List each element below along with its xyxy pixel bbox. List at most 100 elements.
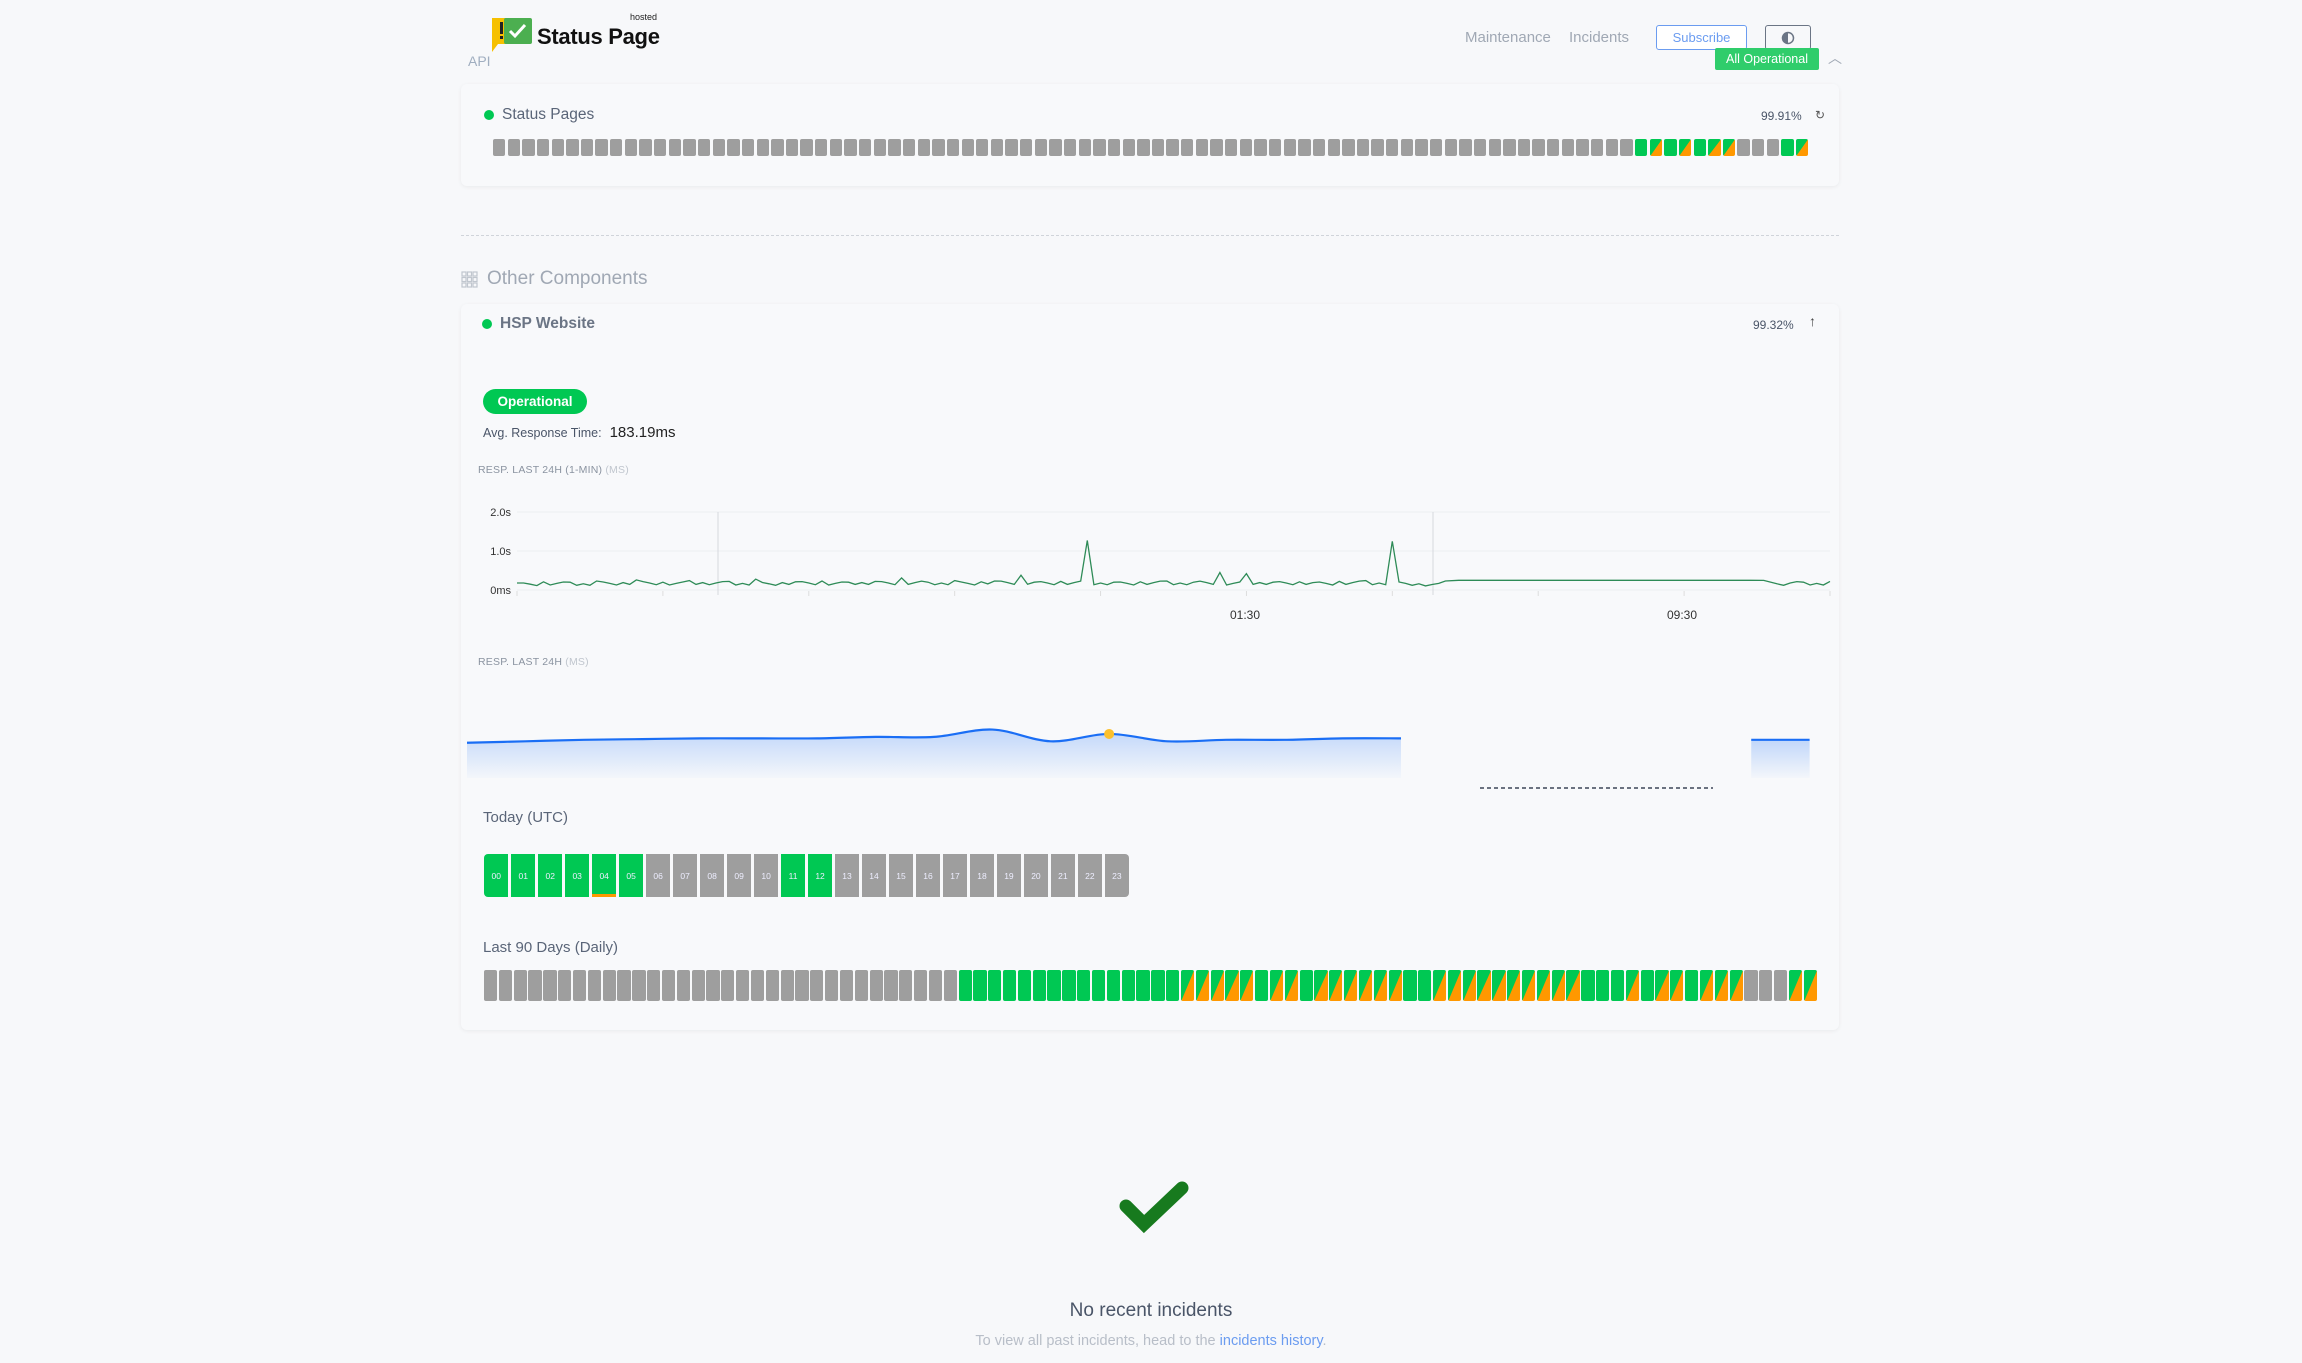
- day-bar-partial-outage[interactable]: [1284, 970, 1298, 1001]
- day-bar-no-data[interactable]: [917, 139, 930, 156]
- day-bar-no-data[interactable]: [1210, 139, 1223, 156]
- day-bar-no-data[interactable]: [639, 139, 652, 156]
- logo-icon[interactable]: [492, 18, 532, 52]
- day-bar-no-data[interactable]: [691, 970, 705, 1001]
- day-bar-no-data[interactable]: [558, 970, 572, 1001]
- day-bar-operational[interactable]: [1077, 970, 1091, 1001]
- day-bar-no-data[interactable]: [1020, 139, 1033, 156]
- day-bar-operational[interactable]: [1062, 970, 1076, 1001]
- hour-bar[interactable]: 10: [753, 854, 779, 897]
- day-bar-no-data[interactable]: [750, 970, 765, 1001]
- day-bar-no-data[interactable]: [1063, 139, 1077, 156]
- hour-bar[interactable]: 05: [618, 854, 644, 897]
- day-bar-no-data[interactable]: [1766, 139, 1780, 156]
- day-bar-operational[interactable]: [1032, 970, 1046, 1001]
- day-bar-operational[interactable]: [973, 970, 987, 1001]
- day-bar-no-data[interactable]: [780, 970, 794, 1001]
- day-bar-no-data[interactable]: [1444, 139, 1457, 156]
- hour-bar[interactable]: 07: [672, 854, 698, 897]
- day-bar-no-data[interactable]: [1078, 139, 1091, 156]
- day-bar-no-data[interactable]: [654, 139, 667, 156]
- day-bar-partial-outage[interactable]: [1314, 970, 1328, 1001]
- day-bar-no-data[interactable]: [961, 139, 974, 156]
- day-bar-no-data[interactable]: [617, 970, 631, 1001]
- day-bar-no-data[interactable]: [1759, 970, 1773, 1001]
- day-bar-no-data[interactable]: [1122, 139, 1135, 156]
- day-bar-no-data[interactable]: [932, 139, 945, 156]
- day-bar-no-data[interactable]: [1752, 139, 1765, 156]
- response-sparkline-chart[interactable]: [467, 700, 1837, 795]
- day-bar-partial-outage[interactable]: [1180, 970, 1195, 1001]
- day-bar-no-data[interactable]: [1774, 970, 1788, 1001]
- refresh-icon[interactable]: ↻: [1815, 108, 1826, 122]
- day-bar-no-data[interactable]: [1195, 139, 1209, 156]
- day-bar-no-data[interactable]: [580, 139, 594, 156]
- day-bar-no-data[interactable]: [1561, 139, 1575, 156]
- day-bar-no-data[interactable]: [1620, 139, 1633, 156]
- day-bar-operational[interactable]: [1255, 970, 1269, 1001]
- day-bar-no-data[interactable]: [756, 139, 769, 156]
- day-bar-no-data[interactable]: [706, 970, 720, 1001]
- day-bar-no-data[interactable]: [528, 970, 542, 1001]
- day-bar-partial-outage[interactable]: [1210, 970, 1224, 1001]
- hour-bar[interactable]: 08: [699, 854, 725, 897]
- day-bar-no-data[interactable]: [736, 970, 750, 1001]
- day-bar-no-data[interactable]: [1181, 139, 1194, 156]
- day-bar-no-data[interactable]: [1268, 139, 1282, 156]
- subscribe-button[interactable]: Subscribe: [1656, 25, 1747, 50]
- nav-maintenance[interactable]: Maintenance: [1465, 29, 1551, 46]
- hour-bar[interactable]: 01: [510, 854, 536, 897]
- day-bar-operational[interactable]: [1166, 970, 1180, 1001]
- day-bar-operational[interactable]: [1299, 970, 1313, 1001]
- day-bar-no-data[interactable]: [536, 139, 550, 156]
- day-bar-no-data[interactable]: [825, 970, 839, 1001]
- day-bar-operational[interactable]: [1664, 139, 1677, 156]
- day-bar-no-data[interactable]: [1386, 139, 1399, 156]
- day-bar-operational[interactable]: [1017, 970, 1032, 1001]
- day-bar-no-data[interactable]: [1415, 139, 1428, 156]
- day-bar-operational[interactable]: [1685, 970, 1699, 1001]
- day-bar-no-data[interactable]: [1400, 139, 1414, 156]
- day-bar-no-data[interactable]: [859, 139, 872, 156]
- day-bar-no-data[interactable]: [1371, 139, 1384, 156]
- day-bar-partial-outage[interactable]: [1492, 970, 1506, 1001]
- day-bar-no-data[interactable]: [1532, 139, 1545, 156]
- day-bar-operational[interactable]: [988, 970, 1002, 1001]
- day-bar-no-data[interactable]: [741, 139, 755, 156]
- hour-bar[interactable]: 23: [1104, 854, 1130, 897]
- day-bar-operational[interactable]: [1781, 139, 1794, 156]
- day-bar-no-data[interactable]: [765, 970, 779, 1001]
- day-bar-no-data[interactable]: [1576, 139, 1589, 156]
- day-bar-partial-outage[interactable]: [1507, 970, 1521, 1001]
- day-bar-operational[interactable]: [1640, 970, 1654, 1001]
- day-bar-no-data[interactable]: [976, 139, 989, 156]
- day-bar-operational[interactable]: [1581, 970, 1595, 1001]
- day-bar-no-data[interactable]: [1049, 139, 1062, 156]
- day-bar-operational[interactable]: [1047, 970, 1061, 1001]
- day-bar-partial-outage[interactable]: [1788, 970, 1803, 1001]
- day-bar-no-data[interactable]: [566, 139, 579, 156]
- day-bar-no-data[interactable]: [602, 970, 616, 1001]
- day-bar-no-data[interactable]: [800, 139, 813, 156]
- hour-bar[interactable]: 22: [1077, 854, 1103, 897]
- day-bar-no-data[interactable]: [771, 139, 784, 156]
- day-bar-no-data[interactable]: [1591, 139, 1604, 156]
- day-bar-no-data[interactable]: [668, 139, 682, 156]
- hour-bar[interactable]: 11: [780, 854, 806, 897]
- hour-bar[interactable]: 13: [834, 854, 860, 897]
- day-bar-no-data[interactable]: [1356, 139, 1370, 156]
- day-bar-partial-outage[interactable]: [1269, 970, 1284, 1001]
- day-bar-no-data[interactable]: [946, 139, 960, 156]
- hour-bar[interactable]: 04: [591, 854, 617, 897]
- day-bar-no-data[interactable]: [661, 970, 676, 1001]
- theme-toggle-button[interactable]: [1765, 25, 1811, 50]
- hour-bar[interactable]: 02: [537, 854, 563, 897]
- day-bar-partial-outage[interactable]: [1678, 139, 1692, 156]
- day-bar-no-data[interactable]: [795, 970, 809, 1001]
- day-bar-partial-outage[interactable]: [1536, 970, 1551, 1001]
- hour-bar[interactable]: 16: [915, 854, 941, 897]
- day-bar-no-data[interactable]: [839, 970, 854, 1001]
- day-bar-no-data[interactable]: [712, 139, 725, 156]
- hour-bar[interactable]: 19: [996, 854, 1022, 897]
- day-bar-partial-outage[interactable]: [1803, 970, 1817, 1001]
